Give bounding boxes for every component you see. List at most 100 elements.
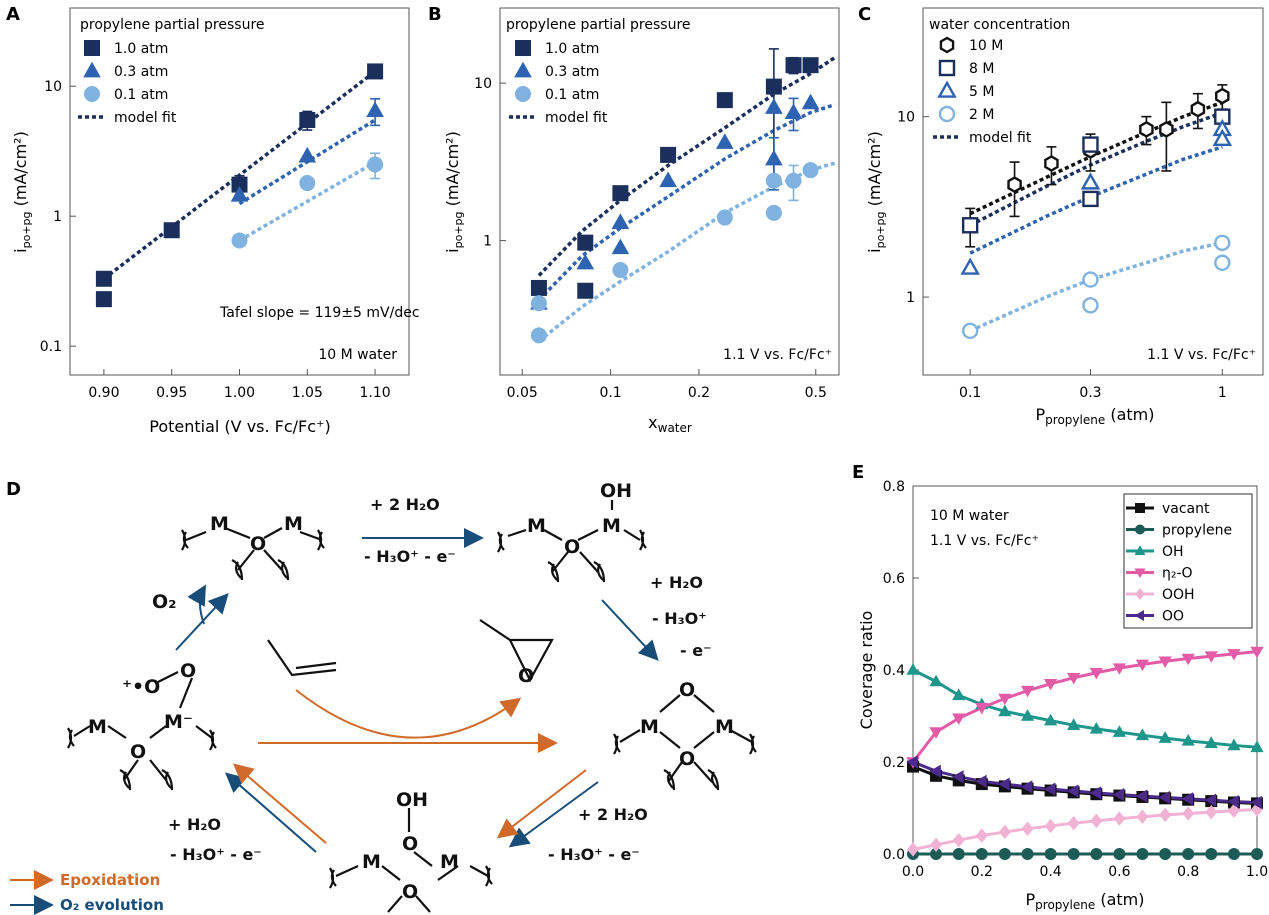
legend-label-a: 0.3 atm xyxy=(114,64,168,80)
structure-m2o2-ring: O M M O xyxy=(613,679,757,791)
data-marks-c xyxy=(960,84,1233,340)
data-point-e xyxy=(1021,821,1034,836)
data-point-e xyxy=(1067,848,1080,860)
structure-mom-top: M O M xyxy=(181,513,325,581)
x-tick-label-a: 0.95 xyxy=(156,385,187,401)
data-point-b xyxy=(660,146,677,163)
data-point-a xyxy=(367,63,384,80)
atom-m: M xyxy=(440,851,459,873)
series-line-e xyxy=(912,668,1258,749)
arrow-epoxidation-propylene xyxy=(295,689,522,739)
data-point-e xyxy=(1205,804,1218,820)
legend-label-b: 1.0 atm xyxy=(545,41,599,57)
fit-line-c xyxy=(969,145,1223,255)
panel-b: 0.05 0.1 0.2 0.5 1 10 propylene partial press… xyxy=(443,7,840,435)
y-tick-label-c: 1 xyxy=(906,290,915,306)
data-point-a xyxy=(299,175,316,192)
legend-marker-a xyxy=(83,61,101,78)
data-point-e xyxy=(1204,793,1217,807)
x-tick-label-a: 1.05 xyxy=(292,385,323,401)
legend-e: vacant propylene OH η₂-O OOH OO xyxy=(1126,501,1232,625)
data-point-a xyxy=(299,111,316,128)
data-point-e xyxy=(929,727,943,739)
propylene-oxide-molecule: O xyxy=(479,619,554,687)
data-point-b xyxy=(765,78,782,95)
data-point-c xyxy=(961,217,979,234)
step-bottom-add: + 2 H₂O xyxy=(578,805,648,824)
legend-label-b: 0.1 atm xyxy=(545,87,599,103)
y-tick-label-e: 0.4 xyxy=(883,663,905,679)
data-point-e xyxy=(929,764,941,778)
panel-d: M O M M O M OH O M M O xyxy=(10,480,757,915)
data-point-e xyxy=(1181,733,1195,746)
data-point-e xyxy=(975,828,988,843)
data-point-a xyxy=(298,146,317,163)
data-point-b xyxy=(802,57,819,74)
y-axis-label-a: ipo+pg (mA/cm²) xyxy=(11,131,33,253)
legend-epoxidation-label: Epoxidation xyxy=(60,871,160,889)
legend-marker-a xyxy=(84,86,100,102)
legend-box-e xyxy=(1123,493,1253,629)
panel-c: 0.1 0.3 1 1 10 water concentration 10 M 8 M 5 … xyxy=(865,7,1264,427)
data-point-e xyxy=(1250,795,1262,810)
arrow-step-5 xyxy=(175,593,229,651)
legend-marker-e xyxy=(1134,610,1144,621)
fit-line-b xyxy=(537,161,836,343)
data-point-c xyxy=(1080,172,1101,190)
data-point-b xyxy=(659,171,677,188)
x-tick-label-e: 1.0 xyxy=(1246,864,1268,880)
data-point-e xyxy=(1112,788,1125,802)
step-right-electron: - e⁻ xyxy=(680,641,712,660)
legend-fit-label-b: model fit xyxy=(545,110,608,126)
atom-m: M xyxy=(88,716,107,738)
note-water-e: 10 M water xyxy=(930,508,1009,524)
data-point-a xyxy=(163,222,180,239)
legend-marker-b xyxy=(515,86,531,102)
legend-o2-label: O₂ evolution xyxy=(60,896,164,914)
data-point-e xyxy=(1227,649,1241,661)
atom-m: M xyxy=(640,716,659,738)
data-point-e xyxy=(930,848,943,860)
data-point-e xyxy=(907,842,919,857)
data-point-e xyxy=(1136,809,1149,824)
x-axis-label-e: Ppropylene (atm) xyxy=(1026,890,1145,912)
data-point-c xyxy=(1159,120,1174,138)
data-point-a xyxy=(367,156,384,173)
x-tick-label-a: 0.90 xyxy=(88,385,119,401)
data-point-b xyxy=(611,238,630,255)
atom-oh: OH xyxy=(396,789,428,811)
data-point-b xyxy=(577,282,594,299)
legend-marker-c xyxy=(937,80,957,98)
data-point-a xyxy=(231,232,248,249)
data-point-a xyxy=(230,186,249,202)
legend-label-a: 0.1 atm xyxy=(114,87,168,103)
atom-m: M xyxy=(362,851,381,873)
data-point-e xyxy=(1090,813,1103,829)
data-point-c xyxy=(1082,136,1099,153)
legend-label-c: 10 M xyxy=(969,38,1003,54)
legend-fit-label-a: model fit xyxy=(114,110,177,126)
legend-marker-b xyxy=(515,40,531,56)
fit-line-c xyxy=(969,100,1223,216)
x-tick-label-b: 0.2 xyxy=(688,385,710,401)
plot-frame-b xyxy=(499,7,840,376)
x-axis-label-b: xwater xyxy=(648,413,692,435)
series-line-e xyxy=(911,650,1258,763)
panel-e: 0.0 0.2 0.4 0.6 0.8 1.0 0.0 0.2 0.4 0.6 0.8 10 M w… xyxy=(857,479,1268,912)
data-point-e xyxy=(952,713,966,725)
legend-marker-e xyxy=(1134,545,1146,555)
data-point-e xyxy=(1090,848,1103,860)
data-marks-a xyxy=(95,63,384,308)
y-tick-label-e: 0.6 xyxy=(883,571,905,587)
y-tick-label-a: 1 xyxy=(53,209,62,225)
data-point-e xyxy=(1227,848,1240,860)
legend-title-c: water concentration xyxy=(929,17,1070,33)
data-point-e xyxy=(952,833,965,848)
data-point-e xyxy=(1158,656,1172,668)
data-point-e xyxy=(952,688,966,701)
data-point-e xyxy=(1089,786,1102,800)
data-point-e xyxy=(1227,794,1239,809)
data-point-c xyxy=(1082,271,1099,288)
data-point-c xyxy=(1044,155,1059,172)
data-point-e xyxy=(1227,738,1241,751)
